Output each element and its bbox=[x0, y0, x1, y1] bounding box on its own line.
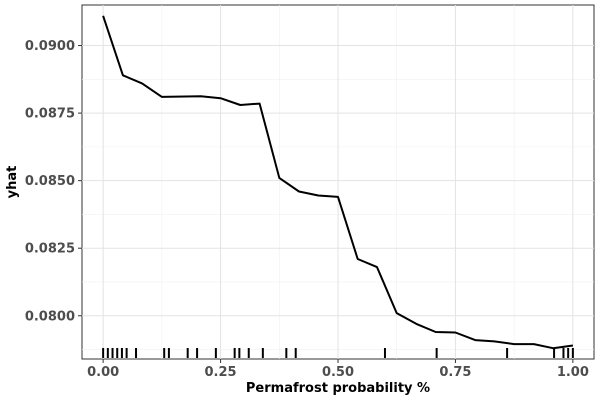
y-tick-label: 0.0825 bbox=[25, 242, 75, 257]
x-tick-label: 0.25 bbox=[205, 365, 237, 380]
y-tick-label: 0.0875 bbox=[25, 107, 75, 122]
y-axis: 0.0800 0.0825 0.0850 0.0875 0.0900 bbox=[25, 39, 82, 324]
grid-layer bbox=[82, 5, 594, 359]
series-line bbox=[102, 15, 574, 350]
x-tick-label: 0.75 bbox=[439, 365, 471, 380]
x-axis: 0.00 0.25 0.50 0.75 1.00 bbox=[87, 359, 589, 380]
x-tick-label: 1.00 bbox=[557, 365, 589, 380]
y-tick-label: 0.0900 bbox=[25, 39, 75, 54]
x-axis-title: Permafrost probability % bbox=[246, 381, 430, 396]
x-tick-label: 0.50 bbox=[322, 365, 354, 380]
y-tick-label: 0.0850 bbox=[25, 174, 75, 189]
y-tick-label: 0.0800 bbox=[25, 309, 75, 324]
rug-layer bbox=[102, 348, 574, 358]
y-axis-title: yhat bbox=[5, 166, 20, 199]
line-layer bbox=[102, 15, 574, 350]
x-tick-label: 0.00 bbox=[87, 365, 119, 380]
